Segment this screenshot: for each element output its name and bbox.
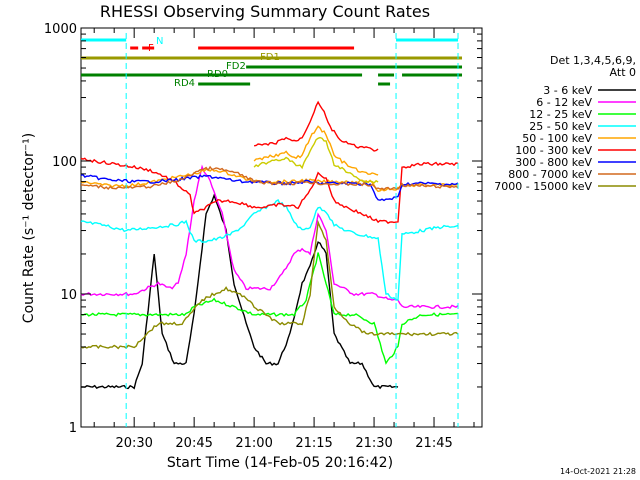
flag-label-n: N xyxy=(156,36,163,47)
series-line-2 xyxy=(80,252,459,365)
flag-label-fd2: FD2 xyxy=(226,61,246,72)
x-tick-label: 21:45 xyxy=(415,436,452,451)
x-tick-label: 21:00 xyxy=(235,436,272,451)
series-line-5 xyxy=(80,157,459,224)
x-tick-label: 21:30 xyxy=(355,436,392,451)
legend-label: 300 - 800 keV xyxy=(515,156,592,169)
plot-frame xyxy=(80,27,483,428)
chart-title: RHESSI Observing Summary Count Rates xyxy=(100,2,430,21)
x-axis-label: Start Time (14-Feb-05 20:16:42) xyxy=(167,455,393,471)
legend-label: 7000 - 15000 keV xyxy=(494,180,592,193)
x-tick-label: 21:15 xyxy=(295,436,332,451)
flag-label-fd1: FD1 xyxy=(260,52,280,63)
y-tick-label: 1000 xyxy=(44,22,77,37)
x-tick-label: 20:30 xyxy=(115,436,152,451)
series-line-11 xyxy=(253,136,379,184)
legend-label: 50 - 100 keV xyxy=(522,132,592,145)
series-line-9 xyxy=(253,100,379,152)
flag-label-rd4: RD4 xyxy=(174,78,195,89)
timestamp: 14-Oct-2021 21:28 xyxy=(560,467,636,476)
series-line-0 xyxy=(80,193,399,390)
y-axis-label: Count Rate (s⁻¹ detector⁻¹) xyxy=(21,133,37,323)
legend-header: Att 0 xyxy=(610,66,636,79)
legend-label: 12 - 25 keV xyxy=(529,108,592,121)
legend-header: Det 1,3,4,5,6,9, xyxy=(550,54,636,67)
x-tick-label: 20:45 xyxy=(175,436,212,451)
series-line-3 xyxy=(80,199,459,301)
series-layer xyxy=(80,100,459,390)
flag-label-rd0: RD0 xyxy=(207,69,228,80)
legend-label: 100 - 300 keV xyxy=(515,144,592,157)
series-line-8 xyxy=(80,219,459,350)
legend-label: 25 - 50 keV xyxy=(529,120,592,133)
flag-label-f: F xyxy=(148,43,154,54)
legend-label: 800 - 7000 keV xyxy=(508,168,592,181)
legend-label: 3 - 6 keV xyxy=(543,84,592,97)
y-tick-label: 10 xyxy=(60,288,77,303)
y-tick-label: 100 xyxy=(52,155,77,170)
axis-layer: 1 10 100 1000 20:30 20:45 21:00 21:15 21:30 21:45 xyxy=(44,22,482,451)
legend-label: 6 - 12 keV xyxy=(536,96,592,109)
y-tick-label: 1 xyxy=(69,421,77,436)
series-line-10 xyxy=(253,125,379,176)
series-line-7 xyxy=(81,165,459,191)
